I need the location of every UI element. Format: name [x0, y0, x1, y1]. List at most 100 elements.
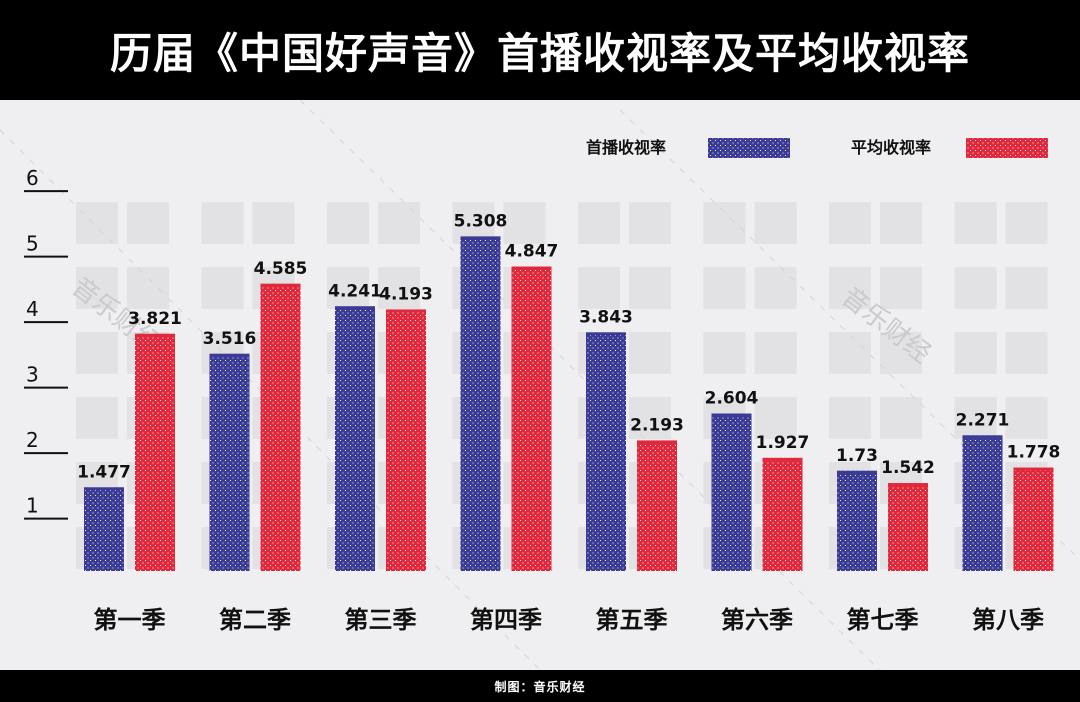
- grid-cell: [578, 267, 620, 309]
- value-label: 2.604: [705, 389, 759, 409]
- value-label: 4.193: [379, 284, 433, 304]
- bar-cap: [209, 353, 250, 357]
- legend-swatch-average: [966, 138, 1048, 158]
- category-label: 第三季: [345, 606, 417, 634]
- bar-cap: [260, 283, 301, 287]
- value-label: 1.542: [881, 458, 935, 478]
- grid-cell: [76, 202, 118, 244]
- grid-cell: [327, 267, 369, 309]
- grid-cell: [880, 397, 922, 439]
- category-label: 第二季: [219, 606, 291, 634]
- y-tick-label: 6: [26, 166, 39, 190]
- footer-credit: 制图：音乐财经: [494, 679, 586, 694]
- value-label: 1.477: [77, 462, 131, 482]
- grid-cell: [754, 397, 797, 439]
- chart-title: 历届《中国好声音》首播收视率及平均收视率: [109, 28, 970, 78]
- grid-cell: [880, 202, 922, 244]
- value-label: 5.308: [454, 211, 508, 231]
- grid-cell: [754, 332, 797, 374]
- bar-premiere: [209, 353, 250, 571]
- bar-cap: [586, 332, 626, 336]
- grid-cell: [1005, 332, 1048, 374]
- y-tick-label: 3: [26, 363, 39, 387]
- grid-cell: [954, 267, 997, 309]
- category-label: 第八季: [972, 606, 1044, 634]
- category-label: 第七季: [847, 606, 919, 634]
- grid-cell: [954, 202, 997, 244]
- bar-average: [637, 440, 677, 571]
- grid-cell: [1005, 397, 1048, 439]
- value-label: 1.927: [756, 433, 810, 453]
- grid-cell: [703, 332, 746, 374]
- footer-bar: 制图：音乐财经: [0, 670, 1080, 702]
- value-label: 1.73: [836, 446, 878, 466]
- bar-average: [260, 283, 301, 571]
- title-bar: 历届《中国好声音》首播收视率及平均收视率: [0, 0, 1080, 100]
- grid-cell: [327, 202, 369, 244]
- bar-cap: [637, 440, 677, 444]
- grid-cell: [829, 332, 871, 374]
- grid-cell: [127, 267, 169, 309]
- grid-cell: [829, 397, 871, 439]
- grid-cell: [1005, 202, 1048, 244]
- bar-average: [762, 457, 803, 571]
- value-label: 2.193: [630, 415, 684, 435]
- value-label: 4.585: [254, 259, 308, 279]
- value-label: 3.843: [579, 307, 633, 327]
- bar-cap: [511, 266, 552, 270]
- value-label: 4.241: [328, 281, 382, 301]
- bar-cap: [84, 487, 124, 491]
- bar-average: [888, 483, 928, 571]
- grid-cell: [252, 202, 295, 244]
- bar-premiere: [460, 236, 501, 571]
- bar-premiere: [586, 332, 626, 571]
- grid-cell: [829, 202, 871, 244]
- value-label: 1.778: [1007, 443, 1061, 463]
- grid-cell: [629, 202, 671, 244]
- grid-cell: [378, 202, 420, 244]
- y-tick-label: 5: [26, 232, 39, 256]
- grid-cell: [76, 397, 118, 439]
- bar-cap: [762, 457, 803, 461]
- grid-cell: [829, 267, 871, 309]
- value-label: 4.847: [505, 242, 559, 262]
- category-label: 第六季: [721, 606, 793, 634]
- legend-label-average: 平均收视率: [851, 138, 931, 157]
- grid-cell: [378, 267, 420, 309]
- bar-premiere: [837, 470, 877, 571]
- category-label: 第四季: [470, 606, 542, 634]
- grid-cell: [703, 267, 746, 309]
- bar-cap: [335, 306, 375, 310]
- grid-cell: [629, 332, 671, 374]
- legend-swatch-premiere: [708, 138, 790, 158]
- value-label: 2.271: [956, 410, 1010, 430]
- grid-cell: [754, 202, 797, 244]
- bar-premiere: [962, 435, 1003, 571]
- grid-cell: [629, 267, 671, 309]
- bar-average: [1013, 467, 1054, 571]
- grid-cell: [703, 202, 746, 244]
- grid-cell: [127, 202, 169, 244]
- y-tick-label: 4: [26, 297, 39, 321]
- grid-cell: [954, 397, 997, 439]
- grid-cell: [1005, 267, 1048, 309]
- bar-premiere: [335, 306, 375, 571]
- bar-premiere: [84, 487, 124, 571]
- bar-cap: [962, 435, 1003, 439]
- grid-cell: [76, 332, 118, 374]
- grid-cell: [954, 332, 997, 374]
- category-label: 第一季: [94, 606, 166, 634]
- bar-cap: [460, 236, 501, 240]
- value-label: 3.516: [203, 329, 257, 349]
- grid-cell: [76, 267, 118, 309]
- bar-average: [386, 309, 426, 571]
- decor-line: [619, 109, 1080, 561]
- grid-cell: [629, 397, 671, 439]
- grid-cell: [201, 202, 244, 244]
- bar-cap: [888, 483, 928, 487]
- bar-cap: [711, 413, 752, 417]
- bar-cap: [1013, 467, 1054, 471]
- bar-cap: [386, 309, 426, 313]
- bar-average: [511, 266, 552, 571]
